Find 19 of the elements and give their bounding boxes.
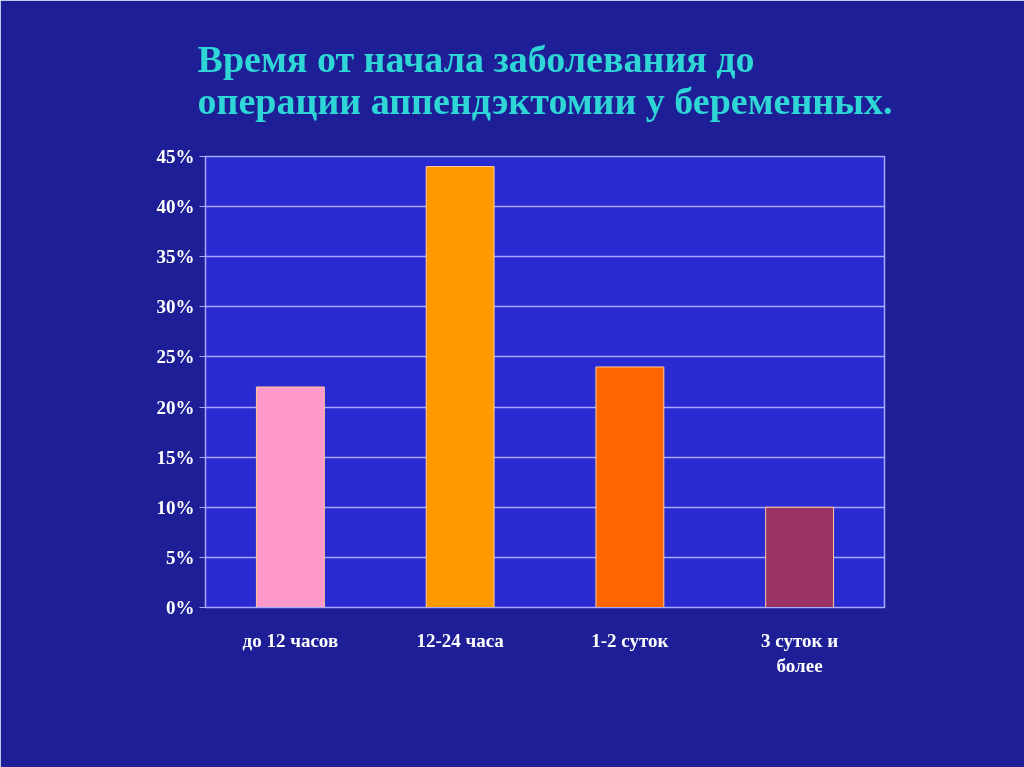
- y-tick-label: 45%: [156, 146, 195, 167]
- bar: [255, 386, 325, 608]
- y-tick-label: 0%: [166, 597, 195, 618]
- y-tick-label: 25%: [156, 346, 195, 368]
- y-tick-label: 40%: [156, 196, 195, 218]
- y-tick-label: 35%: [156, 246, 195, 268]
- y-tick-label: 10%: [156, 496, 195, 518]
- x-tick-label: 1-2 суток: [591, 629, 669, 651]
- y-tick-label: 5%: [166, 546, 195, 568]
- y-tick-label: 30%: [156, 296, 195, 318]
- bar: [595, 366, 665, 608]
- y-tick-label: 20%: [156, 396, 195, 418]
- x-tick-label: 12-24 часа: [416, 629, 505, 651]
- bar: [765, 506, 835, 608]
- bar: [425, 166, 495, 608]
- chart-title: Время от начала заболевания до операции аппендэктомии у беременных.: [197, 37, 893, 122]
- x-tick-label: 3 суток и более: [761, 629, 839, 676]
- y-tick-label: 15%: [156, 446, 195, 468]
- x-tick-label: до 12 часов: [242, 629, 339, 651]
